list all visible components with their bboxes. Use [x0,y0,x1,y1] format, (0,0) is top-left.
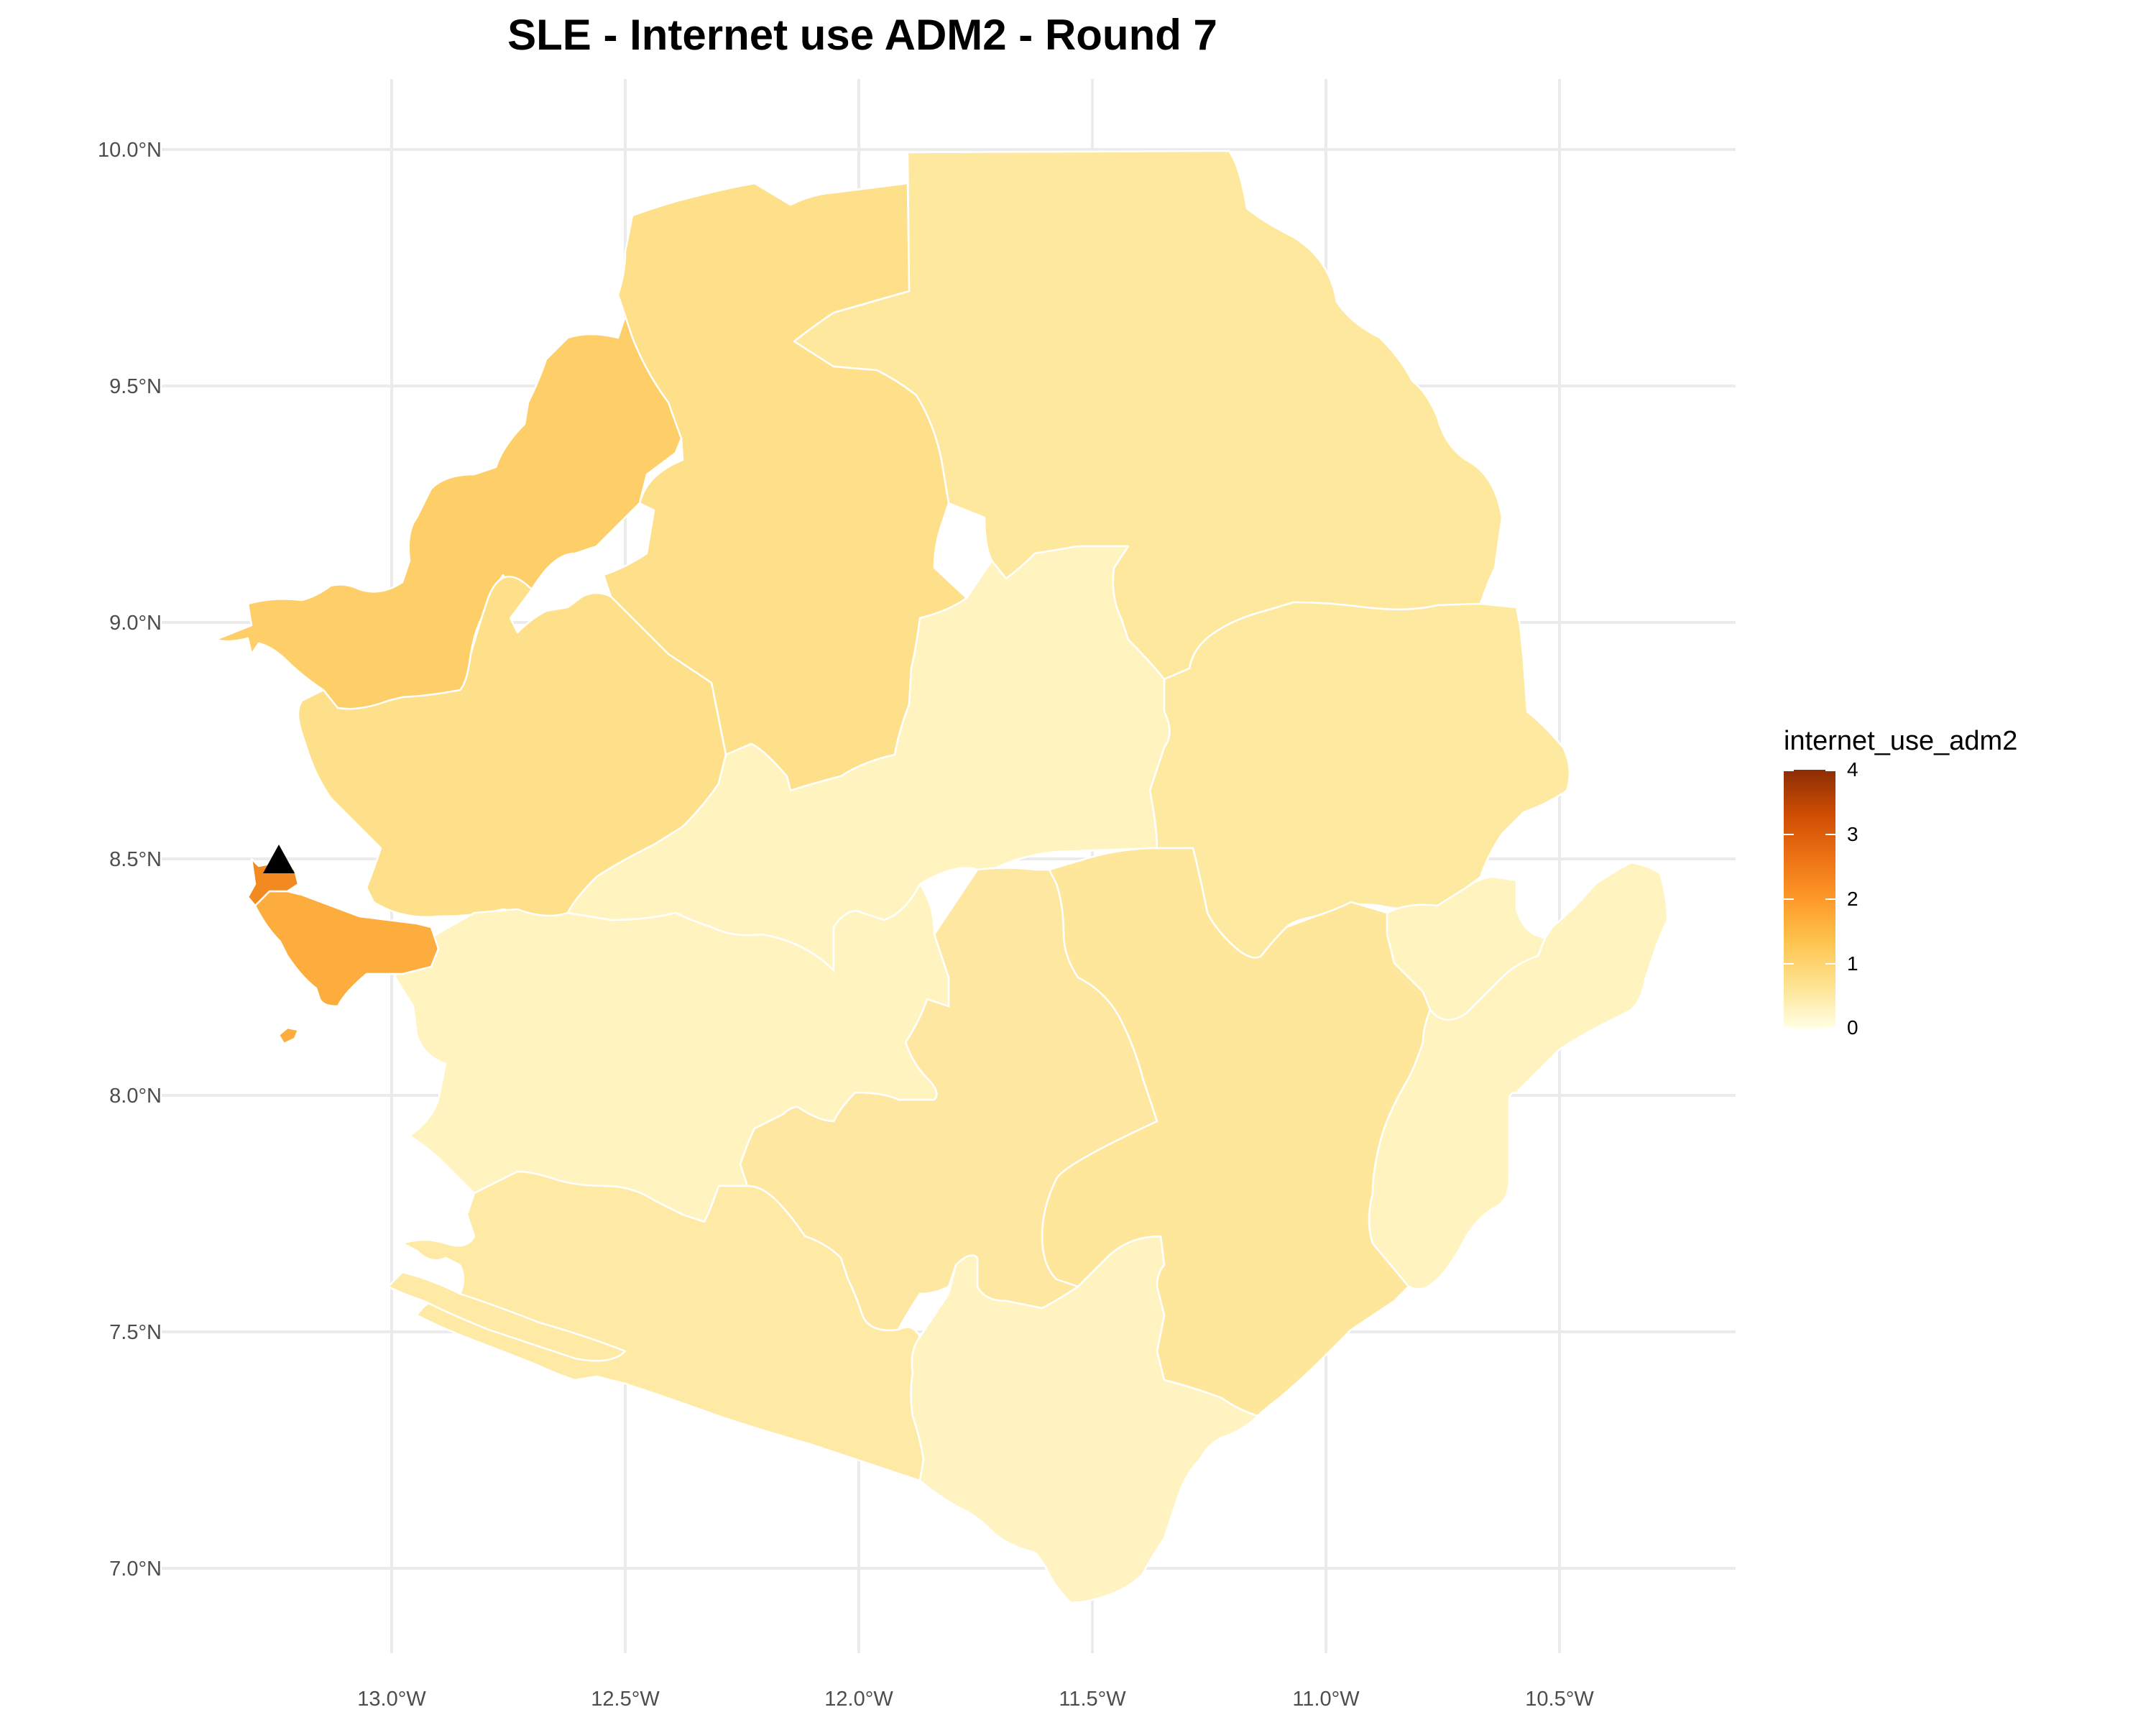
map-title: SLE - Internet use ADM2 - Round 7 [507,11,1217,59]
district-western-rural-island[interactable] [277,1026,300,1045]
y-tick-label: 9.0°N [109,612,162,635]
legend-tick-label: 2 [1847,888,1858,910]
legend-title: internet_use_adm2 [1784,726,2018,756]
district-bonthe-island[interactable] [387,1271,627,1362]
legend-tick-label: 1 [1847,952,1858,975]
triangle-marker [263,845,295,873]
district-western-rural[interactable] [254,890,440,1008]
x-axis-labels: 13.0°W 12.5°W 12.0°W 11.5°W 11.0°W 10.5°… [357,1688,1594,1711]
legend-tick-label: 4 [1847,758,1858,781]
x-tick-label: 11.0°W [1292,1688,1360,1711]
x-tick-label: 12.5°W [591,1688,660,1711]
y-tick-label: 10.0°N [98,139,162,162]
district-kambia[interactable] [214,315,683,710]
x-tick-label: 13.0°W [357,1688,426,1711]
x-tick-label: 12.0°W [824,1688,893,1711]
y-tick-label: 7.5°N [109,1321,162,1344]
legend-tickmark [1784,963,1835,965]
legend: internet_use_adm2 4 3 2 1 0 [1784,726,2018,1038]
x-tick-label: 10.5°W [1525,1688,1594,1711]
legend-tickmark [1784,834,1835,835]
legend-body: 4 3 2 1 0 [1784,760,1927,1038]
legend-tickmark [1784,1027,1835,1029]
legend-tick-label: 3 [1847,823,1858,845]
y-axis-labels: 10.0°N 9.5°N 9.0°N 8.5°N 8.0°N 7.5°N 7.0… [98,139,162,1581]
y-tick-label: 9.5°N [109,375,162,398]
legend-tickmark [1784,898,1835,900]
y-tick-label: 8.5°N [109,848,162,871]
district-pujehun[interactable] [910,1235,1259,1604]
y-tick-label: 8.0°N [109,1085,162,1108]
districts [214,150,1669,1604]
legend-tick-label: 0 [1847,1016,1858,1039]
y-tick-label: 7.0°N [109,1558,162,1581]
x-tick-label: 11.5°W [1059,1688,1126,1711]
legend-tickmark [1784,770,1835,771]
map-plot: 10.0°N 9.5°N 9.0°N 8.5°N 8.0°N 7.5°N 7.0… [98,79,1736,1711]
